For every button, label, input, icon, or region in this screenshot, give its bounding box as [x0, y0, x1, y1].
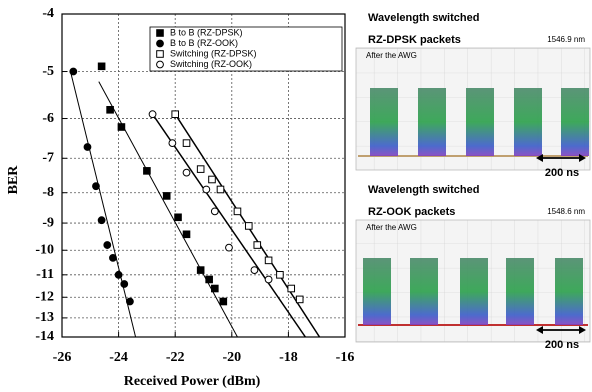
packet: [460, 258, 488, 325]
y-tick-label: -10: [35, 242, 54, 257]
x-tick-label: -20: [222, 350, 241, 365]
x-tick-label: -26: [53, 350, 72, 365]
panel-subtitle: RZ-DPSK packets: [368, 34, 461, 46]
marker: [172, 111, 179, 118]
x-tick-label: -16: [336, 350, 355, 365]
marker: [157, 40, 164, 47]
y-tick-label: -13: [35, 310, 54, 325]
panel-subtitle: RZ-OOK packets: [368, 206, 455, 218]
marker: [226, 244, 233, 251]
panels: Wavelength switched RZ-DPSK packets 1546.9…: [356, 12, 590, 351]
y-tick-label: -4: [42, 6, 54, 21]
marker: [251, 267, 258, 274]
y-tick-label: -8: [42, 185, 54, 200]
marker: [169, 140, 176, 147]
marker: [212, 285, 219, 292]
marker: [183, 140, 190, 147]
scope-note: After the AWG: [366, 223, 417, 232]
marker: [84, 144, 91, 151]
marker: [277, 272, 284, 279]
packet: [418, 88, 446, 156]
marker: [175, 214, 182, 221]
panel-title: Wavelength switched: [368, 184, 479, 196]
wavelength: 1546.9 nm: [547, 35, 585, 44]
legend-label: B to B (RZ-DPSK): [170, 27, 243, 37]
packet: [506, 258, 534, 325]
marker: [209, 176, 216, 183]
scope-note: After the AWG: [366, 51, 417, 60]
figure: BER Received Power (dBm) Wavelength swit…: [0, 0, 592, 392]
marker: [197, 166, 204, 173]
marker: [98, 63, 105, 70]
marker: [107, 107, 114, 114]
legend-label: Switching (RZ-OOK): [170, 59, 252, 69]
marker: [220, 298, 227, 305]
packet: [363, 258, 391, 325]
marker: [206, 276, 213, 283]
legend-label: Switching (RZ-DPSK): [170, 48, 257, 58]
marker: [183, 231, 190, 238]
y-tick-label: -7: [42, 151, 54, 166]
marker: [149, 111, 156, 118]
marker: [203, 186, 210, 193]
packet: [466, 88, 494, 156]
marker: [144, 168, 151, 175]
marker: [265, 276, 272, 283]
marker: [93, 183, 100, 190]
marker: [234, 208, 241, 215]
marker: [197, 267, 204, 274]
x-axis-label: Received Power (dBm): [124, 374, 261, 389]
y-tick-label: -11: [36, 267, 54, 282]
y-tick-label: -5: [42, 64, 54, 79]
marker: [98, 217, 105, 224]
packet: [514, 88, 542, 156]
panel-title: Wavelength switched: [368, 12, 479, 24]
marker: [110, 254, 117, 261]
marker: [245, 223, 252, 230]
marker: [70, 68, 77, 75]
x-tick-label: -24: [109, 350, 128, 365]
y-tick-label: -9: [42, 215, 54, 230]
y-tick-label: -14: [35, 329, 54, 344]
y-tick-label: -6: [42, 111, 54, 126]
marker: [211, 208, 218, 215]
scale-label: 200 ns: [545, 339, 579, 351]
scale-label: 200 ns: [545, 167, 579, 179]
x-tick-label: -22: [166, 350, 185, 365]
legend-label: B to B (RZ-OOK): [170, 38, 238, 48]
marker: [115, 271, 122, 278]
y-axis-label: BER: [6, 165, 21, 195]
marker: [121, 281, 128, 288]
packet: [561, 88, 589, 156]
marker: [288, 285, 295, 292]
packet: [555, 258, 583, 325]
marker: [296, 296, 303, 303]
marker: [163, 193, 170, 200]
y-tick-label: -12: [35, 289, 54, 304]
marker: [104, 242, 111, 249]
marker: [157, 61, 164, 68]
marker: [217, 186, 224, 193]
marker: [127, 298, 134, 305]
marker: [183, 169, 190, 176]
x-tick-label: -18: [279, 350, 298, 365]
marker: [157, 30, 164, 37]
marker: [157, 51, 164, 58]
marker: [265, 257, 272, 264]
marker: [254, 242, 261, 249]
packet: [370, 88, 398, 156]
wavelength: 1548.6 nm: [547, 207, 585, 216]
marker: [118, 124, 125, 131]
packet: [410, 258, 438, 325]
